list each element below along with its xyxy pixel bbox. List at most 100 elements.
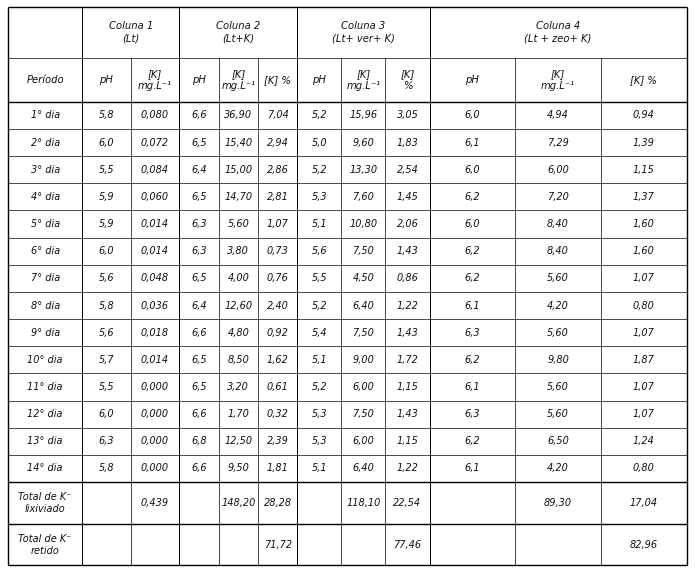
Text: Coluna 2
(Lt+K): Coluna 2 (Lt+K)	[216, 21, 261, 43]
Text: 5,8: 5,8	[99, 463, 114, 474]
Text: 9,50: 9,50	[227, 463, 250, 474]
Text: 0,036: 0,036	[141, 300, 169, 311]
Text: 6,0: 6,0	[99, 246, 114, 256]
Text: [K] %: [K] %	[264, 75, 291, 85]
Text: pH: pH	[192, 75, 206, 85]
Text: [K]
mg.L⁻¹: [K] mg.L⁻¹	[138, 69, 172, 91]
Text: 5,1: 5,1	[311, 355, 327, 365]
Text: 5,5: 5,5	[311, 273, 327, 283]
Text: 4,80: 4,80	[227, 328, 250, 337]
Text: 6,5: 6,5	[191, 382, 207, 392]
Text: 2,81: 2,81	[267, 192, 288, 202]
Text: 6,5: 6,5	[191, 192, 207, 202]
Text: 6,0: 6,0	[464, 110, 480, 121]
Text: 5,1: 5,1	[311, 463, 327, 474]
Text: 6,2: 6,2	[464, 273, 480, 283]
Text: 6,00: 6,00	[352, 382, 375, 392]
Text: 1,70: 1,70	[227, 409, 250, 419]
Text: 5,60: 5,60	[547, 409, 569, 419]
Text: 5,60: 5,60	[227, 219, 250, 229]
Text: 7,50: 7,50	[352, 409, 375, 419]
Text: 7,20: 7,20	[547, 192, 569, 202]
Text: [K]
mg.L⁻¹: [K] mg.L⁻¹	[541, 69, 575, 91]
Text: 8,40: 8,40	[547, 219, 569, 229]
Text: 0,018: 0,018	[141, 328, 169, 337]
Text: 6,4: 6,4	[191, 300, 207, 311]
Text: 6,00: 6,00	[547, 165, 569, 175]
Text: 0,072: 0,072	[141, 138, 169, 148]
Text: 6,6: 6,6	[191, 328, 207, 337]
Text: 3,80: 3,80	[227, 246, 250, 256]
Text: 1,83: 1,83	[397, 138, 418, 148]
Text: 5,2: 5,2	[311, 165, 327, 175]
Text: 5,5: 5,5	[99, 382, 114, 392]
Text: 3,20: 3,20	[227, 382, 250, 392]
Text: 9,80: 9,80	[547, 355, 569, 365]
Text: 0,014: 0,014	[141, 355, 169, 365]
Text: 0,084: 0,084	[141, 165, 169, 175]
Text: 5° dia: 5° dia	[31, 219, 60, 229]
Text: 9° dia: 9° dia	[31, 328, 60, 337]
Text: 4,50: 4,50	[352, 273, 375, 283]
Text: 6,40: 6,40	[352, 463, 375, 474]
Text: 5,2: 5,2	[311, 300, 327, 311]
Text: Coluna 3
(Lt+ ver+ K): Coluna 3 (Lt+ ver+ K)	[332, 21, 395, 43]
Text: 6,5: 6,5	[191, 355, 207, 365]
Text: 8,40: 8,40	[547, 246, 569, 256]
Text: 28,28: 28,28	[263, 498, 292, 508]
Text: 1,81: 1,81	[267, 463, 288, 474]
Text: 1,07: 1,07	[633, 328, 655, 337]
Text: 2,54: 2,54	[397, 165, 418, 175]
Text: 5,1: 5,1	[311, 219, 327, 229]
Text: 1° dia: 1° dia	[31, 110, 60, 121]
Text: 6,1: 6,1	[464, 138, 480, 148]
Text: 0,92: 0,92	[267, 328, 288, 337]
Text: [K]
mg.L⁻¹: [K] mg.L⁻¹	[221, 69, 256, 91]
Text: 6,40: 6,40	[352, 300, 375, 311]
Text: 0,80: 0,80	[633, 463, 655, 474]
Text: 5,60: 5,60	[547, 328, 569, 337]
Text: 0,76: 0,76	[267, 273, 288, 283]
Text: 0,014: 0,014	[141, 246, 169, 256]
Text: 5,3: 5,3	[311, 436, 327, 446]
Text: 5,9: 5,9	[99, 192, 114, 202]
Text: 1,07: 1,07	[267, 219, 288, 229]
Text: 2,06: 2,06	[397, 219, 418, 229]
Text: 0,048: 0,048	[141, 273, 169, 283]
Text: 89,30: 89,30	[544, 498, 572, 508]
Text: 7,04: 7,04	[267, 110, 288, 121]
Text: 0,439: 0,439	[141, 498, 169, 508]
Text: 1,37: 1,37	[633, 192, 655, 202]
Text: [K]
mg.L⁻¹: [K] mg.L⁻¹	[346, 69, 381, 91]
Text: 6,6: 6,6	[191, 110, 207, 121]
Text: 7,50: 7,50	[352, 246, 375, 256]
Text: 3,05: 3,05	[397, 110, 418, 121]
Text: 6,3: 6,3	[191, 246, 207, 256]
Text: 5,6: 5,6	[99, 328, 114, 337]
Text: 4,20: 4,20	[547, 300, 569, 311]
Text: 0,32: 0,32	[267, 409, 288, 419]
Text: 6,0: 6,0	[464, 219, 480, 229]
Text: 1,39: 1,39	[633, 138, 655, 148]
Text: 1,22: 1,22	[397, 300, 418, 311]
Text: 148,20: 148,20	[221, 498, 256, 508]
Text: 2,40: 2,40	[267, 300, 288, 311]
Text: 12,60: 12,60	[224, 300, 252, 311]
Text: 14,70: 14,70	[224, 192, 252, 202]
Text: 6,3: 6,3	[99, 436, 114, 446]
Text: 6,3: 6,3	[191, 219, 207, 229]
Text: 6,6: 6,6	[191, 409, 207, 419]
Text: 12,50: 12,50	[224, 436, 252, 446]
Text: 71,72: 71,72	[263, 540, 292, 550]
Text: 12° dia: 12° dia	[27, 409, 63, 419]
Text: 1,87: 1,87	[633, 355, 655, 365]
Text: 1,24: 1,24	[633, 436, 655, 446]
Text: Total de K⁻
lixiviado: Total de K⁻ lixiviado	[19, 492, 72, 514]
Text: [K] %: [K] %	[630, 75, 657, 85]
Text: 1,43: 1,43	[397, 409, 418, 419]
Text: 5,9: 5,9	[99, 219, 114, 229]
Text: 10,80: 10,80	[350, 219, 377, 229]
Text: 5,60: 5,60	[547, 273, 569, 283]
Text: 0,080: 0,080	[141, 110, 169, 121]
Text: 22,54: 22,54	[393, 498, 422, 508]
